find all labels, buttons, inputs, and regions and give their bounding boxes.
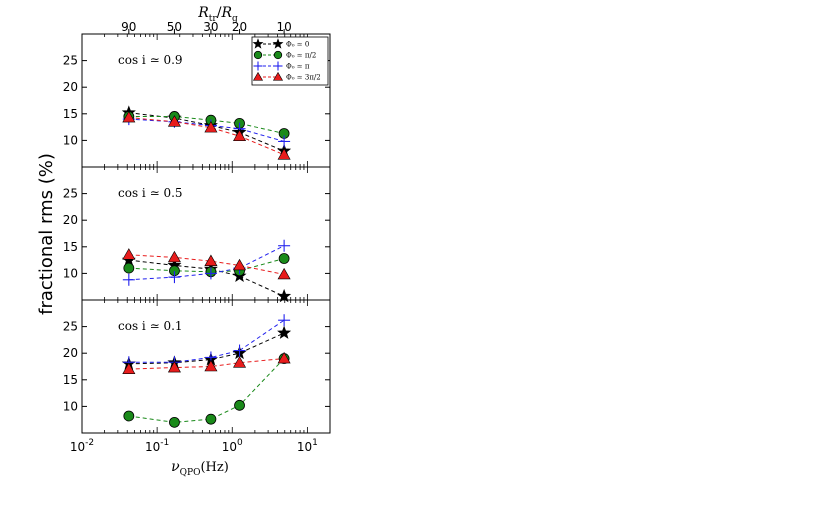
x-tick-label: 101 [297, 438, 318, 454]
legend-marker-plus [273, 61, 283, 71]
data-point-triangle [122, 110, 136, 123]
data-point-plus [278, 135, 291, 148]
y-tick-label: 10 [63, 133, 78, 147]
series-line-circle [128, 115, 285, 134]
series-line-triangle [128, 254, 285, 275]
data-point-triangle [122, 248, 136, 260]
legend-label: Φ₀ ≃ 3π/2 [286, 74, 321, 82]
x-tick-exponent: -2 [85, 438, 94, 448]
series-line-triangle [128, 117, 285, 156]
data-point-plus [278, 239, 291, 252]
x-axis-label: νQPO(Hz) [171, 459, 229, 478]
legend-marker-circle [253, 50, 263, 60]
x-tick-label: 100 [222, 438, 243, 454]
data-point-circle [169, 416, 180, 428]
legend-marker-triangle [252, 71, 264, 81]
series-line-star [128, 259, 285, 297]
data-point-circle [234, 399, 245, 411]
panel-annotation: cos i ≃ 0.5 [118, 186, 183, 200]
y-tick-label: 25 [63, 187, 78, 201]
y-tick-label: 20 [63, 213, 78, 227]
data-point-plus [233, 344, 246, 357]
y-tick-label: 15 [63, 373, 78, 387]
y-tick-label: 10 [63, 266, 78, 280]
y-tick-label: 20 [63, 80, 78, 94]
legend-marker-star [272, 38, 284, 49]
top-axis-tick-label: 30 [203, 20, 218, 34]
data-point-circle [278, 253, 290, 264]
data-point-triangle [204, 359, 218, 372]
series-line-circle [128, 258, 285, 273]
series-line-plus [128, 319, 285, 363]
data-point-circle [123, 410, 135, 422]
legend-marker-triangle [272, 71, 284, 81]
x-tick-base: 10 [145, 440, 160, 454]
data-point-triangle [233, 129, 247, 141]
legend-label: Φ₀ ≃ 0 [286, 41, 309, 49]
top-axis-tick-label: 50 [167, 20, 182, 34]
top-axis-tick-label: 90 [121, 20, 136, 34]
series-line-circle [128, 358, 285, 423]
data-point-triangle [167, 250, 181, 263]
data-point-triangle [122, 362, 136, 374]
legend-label: Φ₀ ≃ π [286, 63, 310, 71]
data-point-triangle [167, 360, 181, 373]
data-point-star [277, 325, 292, 339]
data-point-triangle [277, 148, 291, 160]
x-tick-label: 10-2 [70, 438, 94, 454]
data-point-triangle [204, 121, 218, 133]
data-point-plus [204, 267, 217, 280]
series-line-triangle [128, 358, 285, 370]
y-tick-label: 25 [63, 320, 78, 334]
data-point-plus [278, 314, 291, 327]
top-axis-tick-label: 10 [276, 20, 291, 34]
top-axis-label: Rtr/Rg [197, 5, 238, 24]
legend-box [251, 36, 329, 86]
panel-frame [81, 299, 331, 434]
data-point-triangle [233, 258, 247, 271]
x-tick-base: 10 [70, 440, 85, 454]
legend: Φ₀ ≃ 0 Φ₀ ≃ π/2 Φ₀ ≃ π Φ₀ ≃ 3π/2 [251, 36, 329, 86]
panel-3: 10 15 20 25 cos i ≃ 0.1 [63, 299, 331, 434]
y-axis-label: fractional rms (%) [36, 153, 57, 315]
x-tick-exponent: 0 [237, 438, 243, 448]
y-tick-label: 15 [63, 240, 78, 254]
data-point-plus [168, 271, 181, 284]
y-tick-label: 10 [63, 399, 78, 413]
data-point-triangle [277, 267, 291, 280]
x-tick-base: 10 [297, 440, 312, 454]
data-point-plus [122, 273, 135, 286]
x-tick-label: 10-1 [145, 438, 169, 454]
legend-label: Φ₀ ≃ π/2 [286, 52, 316, 60]
legend-marker-circle [273, 50, 283, 60]
top-axis-tick-label: 20 [232, 20, 247, 34]
x-tick-exponent: 1 [312, 438, 318, 448]
legend-marker-star [252, 38, 264, 49]
panel-annotation: cos i ≃ 0.9 [118, 53, 183, 67]
y-tick-label: 20 [63, 346, 78, 360]
series-line-star [128, 332, 285, 365]
data-point-triangle [277, 351, 291, 364]
legend-marker-plus [253, 61, 263, 71]
series-line-plus [128, 245, 285, 281]
panel-annotation: cos i ≃ 0.1 [118, 319, 183, 333]
data-point-star [277, 288, 292, 303]
data-point-circle [205, 413, 217, 425]
data-point-triangle [233, 356, 247, 368]
x-tick-exponent: -1 [160, 438, 169, 448]
data-point-triangle [167, 115, 181, 127]
series-line-plus [128, 118, 285, 142]
y-tick-label: 15 [63, 107, 78, 121]
data-point-triangle [204, 254, 218, 266]
panel-2: 10 15 20 25 cos i ≃ 0.5 [63, 166, 331, 303]
y-tick-label: 25 [63, 54, 78, 68]
data-point-circle [123, 262, 135, 274]
x-tick-base: 10 [222, 440, 237, 454]
